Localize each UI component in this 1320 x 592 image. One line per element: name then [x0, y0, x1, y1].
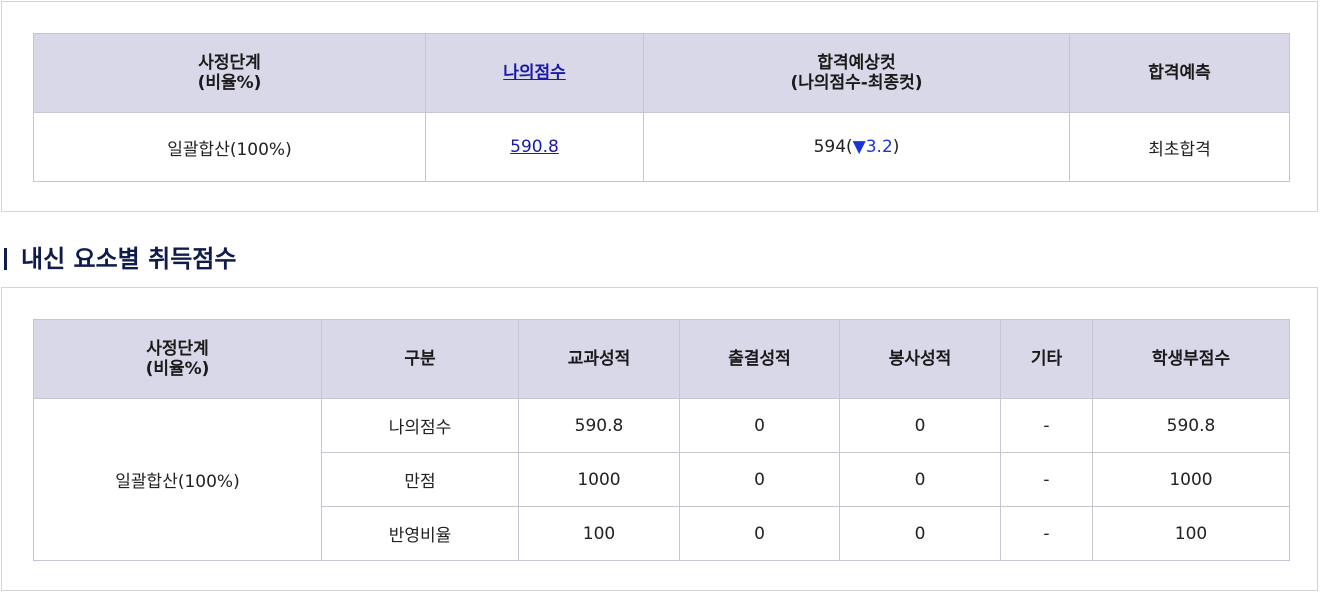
cell-volunteer: 0 — [839, 398, 1001, 453]
section-title: 내신 요소별 취득점수 — [4, 244, 236, 274]
cell-volunteer: 0 — [839, 506, 1001, 561]
cell-category: 반영비율 — [321, 506, 519, 561]
cut-close: ) — [892, 137, 900, 157]
section-title-text: 내신 요소별 취득점수 — [21, 245, 237, 273]
down-arrow-icon: ▼ — [852, 137, 866, 157]
table-header-row: 사정단계 (비율%) 구분 교과성적 출결성적 봉사성적 기타 학생부점수 — [33, 319, 1290, 399]
cell-category: 나의점수 — [321, 398, 519, 453]
result-panel: 사정단계 (비율%) 나의점수 합격예상컷 (나의점수-최종컷) 합격예측 일괄… — [1, 1, 1318, 212]
cell-subject: 590.8 — [518, 398, 680, 453]
header-subject: 교과성적 — [518, 319, 680, 399]
header-stage: 사정단계 (비율%) — [33, 319, 322, 399]
my-score-header-link[interactable]: 나의점수 — [503, 63, 566, 83]
cell-prediction: 최초합격 — [1069, 112, 1290, 182]
cell-record-score: 590.8 — [1092, 398, 1290, 453]
element-score-panel: 사정단계 (비율%) 구분 교과성적 출결성적 봉사성적 기타 학생부점수 일괄… — [1, 287, 1318, 591]
table-row: 만점 1000 0 0 - 1000 — [34, 452, 1290, 507]
cell-attendance: 0 — [679, 452, 840, 507]
cell-subject: 1000 — [518, 452, 680, 507]
cell-attendance: 0 — [679, 506, 840, 561]
table-row: 일괄합산(100%) 590.8 594(▼3.2) 최초합격 — [33, 112, 1290, 182]
cell-record-score: 1000 — [1092, 452, 1290, 507]
cell-record-score: 100 — [1092, 506, 1290, 561]
header-my-score[interactable]: 나의점수 — [425, 33, 644, 113]
header-prediction: 합격예측 — [1069, 33, 1290, 113]
cell-stage: 일괄합산(100%) — [33, 398, 322, 561]
header-stage-line1: 사정단계 — [146, 339, 209, 359]
cell-my-score[interactable]: 590.8 — [425, 112, 644, 182]
cell-volunteer: 0 — [839, 452, 1001, 507]
element-score-table: 사정단계 (비율%) 구분 교과성적 출결성적 봉사성적 기타 학생부점수 일괄… — [33, 319, 1290, 561]
header-category: 구분 — [321, 319, 519, 399]
cell-etc: - — [1000, 506, 1093, 561]
header-etc: 기타 — [1000, 319, 1093, 399]
header-record-score: 학생부점수 — [1092, 319, 1290, 399]
header-stage-line2: (비율%) — [197, 73, 262, 93]
cell-etc: - — [1000, 398, 1093, 453]
pass-prediction-table: 사정단계 (비율%) 나의점수 합격예상컷 (나의점수-최종컷) 합격예측 일괄… — [33, 33, 1290, 182]
cell-stage: 일괄합산(100%) — [33, 112, 426, 182]
header-stage-line1: 사정단계 — [198, 53, 261, 73]
cell-attendance: 0 — [679, 398, 840, 453]
header-volunteer: 봉사성적 — [839, 319, 1001, 399]
cell-subject: 100 — [518, 506, 680, 561]
cell-cut: 594(▼3.2) — [643, 112, 1070, 182]
my-score-link[interactable]: 590.8 — [510, 137, 559, 157]
header-cut: 합격예상컷 (나의점수-최종컷) — [643, 33, 1070, 113]
table-row: 일괄합산(100%) 나의점수 590.8 0 0 - 590.8 — [33, 398, 1290, 561]
cut-value: 594( — [813, 137, 853, 157]
header-cut-line1: 합격예상컷 — [817, 53, 896, 73]
table-row: 반영비율 100 0 0 - 100 — [34, 506, 1290, 561]
cell-category: 만점 — [321, 452, 519, 507]
header-stage: 사정단계 (비율%) — [33, 33, 426, 113]
header-attendance: 출결성적 — [679, 319, 840, 399]
table-header-row: 사정단계 (비율%) 나의점수 합격예상컷 (나의점수-최종컷) 합격예측 — [33, 33, 1290, 113]
title-bar-decoration — [4, 248, 7, 270]
header-stage-line2: (비율%) — [145, 359, 210, 379]
cut-diff: 3.2 — [865, 137, 893, 157]
cell-etc: - — [1000, 452, 1093, 507]
header-cut-line2: (나의점수-최종컷) — [790, 73, 923, 93]
